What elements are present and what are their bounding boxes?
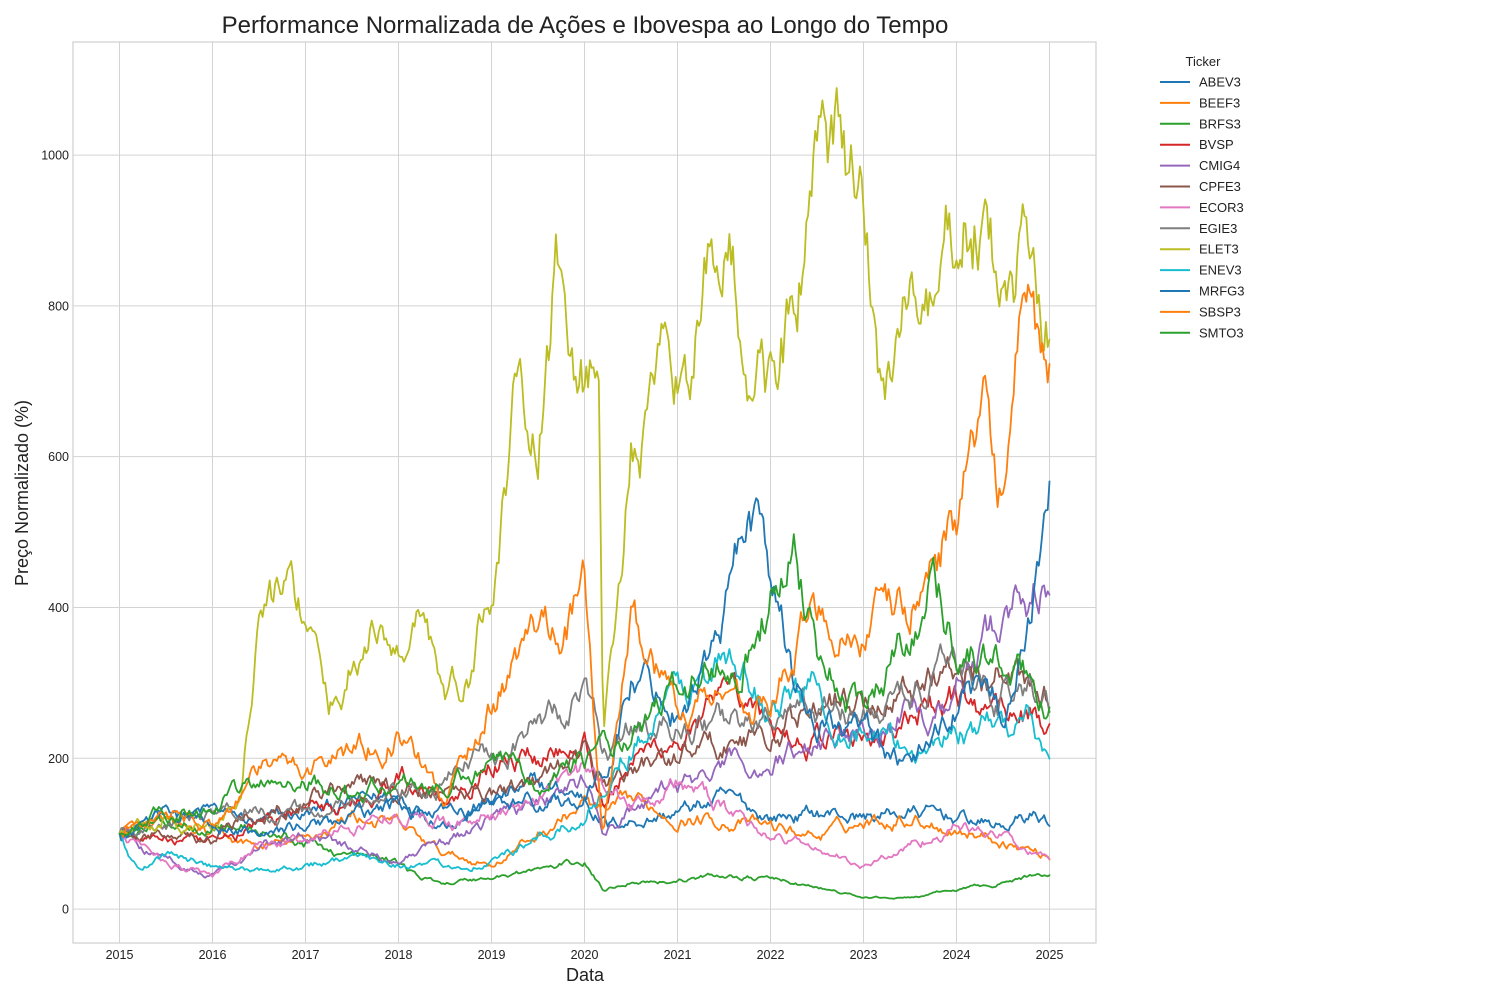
x-tick-label: 2020 — [571, 948, 599, 962]
series-line-elet3 — [118, 87, 1051, 836]
legend-label-cpfe3: CPFE3 — [1199, 179, 1241, 194]
x-tick-label: 2021 — [664, 948, 692, 962]
x-tick-labels: 2015 2016 2017 2018 2019 2020 2021 2022 2023 2024… — [106, 948, 1064, 962]
legend-label-enev3: ENEV3 — [1199, 263, 1242, 278]
series-line-beef3 — [118, 789, 1051, 868]
x-tick-label: 2025 — [1036, 948, 1064, 962]
legend-label-bvsp: BVSP — [1199, 137, 1234, 152]
x-tick-label: 2022 — [757, 948, 785, 962]
x-tick-label: 2024 — [943, 948, 971, 962]
series-line-egie3 — [118, 643, 1051, 837]
y-tick-label: 800 — [48, 299, 69, 313]
legend-label-abev3: ABEV3 — [1199, 75, 1241, 90]
legend-label-mrfg3: MRFG3 — [1199, 284, 1245, 299]
y-tick-labels: 0 200 400 600 800 1000 — [41, 149, 69, 917]
legend-label-brfs3: BRFS3 — [1199, 116, 1241, 131]
y-axis-label: Preço Normalizado (%) — [12, 400, 32, 586]
y-tick-label: 0 — [62, 903, 69, 917]
series-line-enev3 — [118, 648, 1051, 873]
series-line-sbsp3 — [118, 283, 1051, 838]
y-tick-label: 400 — [48, 601, 69, 615]
x-tick-label: 2023 — [850, 948, 878, 962]
x-tick-label: 2018 — [385, 948, 413, 962]
legend-label-ecor3: ECOR3 — [1199, 200, 1244, 215]
legend-label-elet3: ELET3 — [1199, 242, 1239, 257]
x-tick-label: 2019 — [478, 948, 506, 962]
x-tick-label: 2017 — [292, 948, 320, 962]
series-lines — [118, 87, 1051, 900]
gridlines — [73, 42, 1096, 943]
legend-label-beef3: BEEF3 — [1199, 95, 1240, 110]
y-tick-label: 600 — [48, 450, 69, 464]
series-line-mrfg3 — [118, 480, 1051, 839]
series-line-brfs3 — [118, 815, 1051, 900]
plot-frame — [72, 41, 1097, 944]
y-tick-label: 1000 — [41, 149, 69, 163]
x-tick-label: 2016 — [199, 948, 227, 962]
chart-title: Performance Normalizada de Ações e Ibove… — [222, 12, 949, 39]
legend-title: Ticker — [1186, 54, 1222, 69]
x-tick-label: 2015 — [106, 948, 134, 962]
series-line-smto3 — [118, 533, 1051, 837]
series-line-cpfe3 — [118, 656, 1051, 845]
legend-label-sbsp3: SBSP3 — [1199, 304, 1241, 319]
legend-label-smto3: SMTO3 — [1199, 325, 1244, 340]
legend: Ticker ABEV3 BEEF3 BRFS3 BVSP CMIG4 CPFE3 ECOR… — [1160, 54, 1245, 340]
series-line-bvsp — [118, 671, 1051, 846]
legend-label-cmig4: CMIG4 — [1199, 158, 1240, 173]
x-axis-label: Data — [566, 965, 605, 985]
legend-label-egie3: EGIE3 — [1199, 221, 1237, 236]
y-tick-label: 200 — [48, 752, 69, 766]
